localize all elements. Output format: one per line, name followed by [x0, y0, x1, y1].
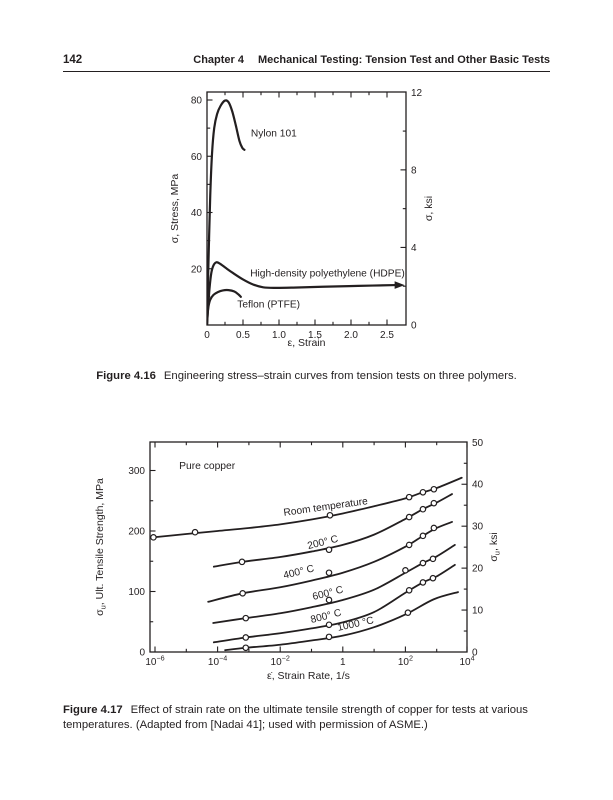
y-tick-label: 60	[191, 152, 203, 163]
figure-4-17-caption: Figure 4.17 Effect of strain rate on the …	[63, 703, 555, 733]
data-point-1000-c	[325, 633, 333, 641]
data-point-room-temperature	[191, 528, 199, 536]
data-point-200-c	[325, 546, 333, 554]
data-point-1000-c	[404, 609, 412, 616]
data-point-600-c	[402, 567, 409, 574]
x-tick-label: 1	[340, 657, 346, 668]
y-tick-label: 80	[191, 96, 203, 107]
annotation-pure-copper: Pure copper	[179, 461, 236, 472]
y2-tick-label: 0	[472, 648, 478, 659]
x-tick-label: 1.0	[272, 330, 286, 341]
data-point-600-c	[419, 559, 427, 567]
x-axis-label: ε̇, Strain Rate, 1/s	[267, 670, 350, 682]
y2-tick-label: 50	[472, 438, 484, 449]
x-tick-label: 0.5	[236, 330, 250, 341]
series-label-teflon-ptfe: Teflon (PTFE)	[237, 300, 300, 311]
curve-1000-c	[224, 591, 459, 652]
series-label-400-c: 400° C	[282, 563, 315, 581]
data-point-800-c	[429, 574, 437, 582]
figure-4-16-chart: 0 0.5 1.0 1.5 2.0 2.5 20 40 60 80 0 4 8 12 ε, Strain σ,…	[169, 88, 435, 349]
data-point-room-temperature	[150, 534, 157, 541]
data-point-600-c	[429, 555, 437, 563]
data-point-room-temperature	[430, 485, 438, 493]
curves	[206, 99, 397, 326]
series-label-room-temperature: Room temperature	[283, 496, 369, 519]
y2-tick-label: 30	[472, 522, 484, 533]
y2-tick-label: 12	[411, 88, 423, 99]
y-tick-label: 100	[128, 587, 145, 598]
data-point-200-c	[238, 558, 246, 566]
y2-tick-label: 0	[411, 321, 417, 332]
y-tick-label: 200	[128, 527, 145, 538]
data-point-1000-c	[242, 644, 250, 652]
y-axis-label: σu, Ult. Tensile Strength, MPa	[94, 478, 108, 616]
page-header: 142 Chapter 4 Mechanical Testing: Tension…	[63, 54, 550, 72]
y2-tick-label: 8	[411, 165, 417, 176]
curve-800-c	[212, 563, 456, 644]
x-axis-label: ε, Strain	[288, 337, 326, 349]
y2-tick-label: 20	[472, 564, 484, 575]
y2-axis-label: σ, ksi	[423, 196, 435, 221]
y2-tick-label: 4	[411, 243, 417, 254]
curve-400-c	[207, 521, 453, 603]
y-tick-label: 40	[191, 208, 203, 219]
data-point-800-c	[419, 579, 427, 586]
x-tick-label: 104	[459, 654, 474, 669]
data-point-room-temperature	[326, 511, 334, 519]
data-point-room-temperature	[405, 493, 413, 501]
figure-4-16-text: Engineering stress–strain curves from te…	[163, 370, 517, 382]
curves	[149, 476, 463, 652]
figure-4-17-label: Figure 4.17	[63, 704, 123, 716]
axis-ticks	[206, 92, 406, 325]
data-point-200-c	[419, 505, 427, 513]
x-tick-label: 10−2	[271, 654, 290, 669]
data-point-400-c	[419, 532, 427, 540]
curve-teflon-ptfe	[206, 288, 242, 326]
data-point-600-c	[325, 596, 333, 604]
y-tick-label: 20	[191, 264, 203, 275]
curve-600-c	[212, 544, 456, 624]
data-point-400-c	[239, 590, 246, 597]
data-point-400-c	[405, 541, 413, 549]
series-label-nylon-101: Nylon 101	[251, 129, 297, 140]
figure-4-16-caption: Figure 4.16 Engineering stress–strain cur…	[63, 369, 550, 384]
y2-tick-label: 40	[472, 480, 484, 491]
data-point-200-c	[405, 513, 413, 521]
data-point-800-c	[405, 586, 413, 594]
curve-nylon-101	[206, 99, 246, 326]
x-tick-label: 10−4	[208, 654, 227, 669]
x-tick-label: 10−6	[145, 654, 164, 669]
data-point-800-c	[242, 634, 250, 641]
y-tick-label: 300	[128, 466, 145, 477]
figure-4-17-chart: 10−6 10−4 10−2 1 102 104010020030001020304050…	[94, 438, 502, 682]
data-point-600-c	[242, 614, 250, 622]
arrow-right-icon	[394, 281, 405, 289]
x-tick-label: 2.5	[380, 330, 394, 341]
y2-tick-label: 10	[472, 606, 484, 617]
curve-200-c	[212, 493, 453, 568]
data-point-400-c	[325, 569, 333, 577]
chapter-title-text: Mechanical Testing: Tension Test and Oth…	[258, 54, 550, 66]
y-axis-label: σ, Stress, MPa	[169, 174, 181, 244]
data-point-200-c	[430, 499, 438, 507]
data-point-800-c	[325, 621, 333, 629]
axis-ticks	[150, 442, 468, 652]
x-tick-label: 1.5	[308, 330, 322, 341]
x-tick-label: 0	[204, 330, 210, 341]
chapter-label: Chapter 4	[193, 54, 245, 66]
figure-4-17-text: Effect of strain rate on the ultimate te…	[63, 704, 528, 731]
series-label-high-density-polyethylene-hdpe: High-density polyethylene (HDPE)	[250, 268, 405, 279]
curve-high-density-polyethylene-hdpe	[206, 261, 397, 326]
figure-4-16-label: Figure 4.16	[96, 370, 156, 382]
running-head: Chapter 4 Mechanical Testing: Tension Tes…	[193, 54, 550, 66]
data-point-room-temperature	[419, 488, 427, 496]
y-tick-label: 0	[139, 648, 145, 659]
x-tick-label: 102	[398, 654, 413, 669]
y2-axis-label: σu, ksi	[488, 532, 502, 561]
page-number: 142	[63, 54, 83, 66]
data-point-400-c	[430, 524, 438, 532]
x-tick-label: 2.0	[344, 330, 358, 341]
